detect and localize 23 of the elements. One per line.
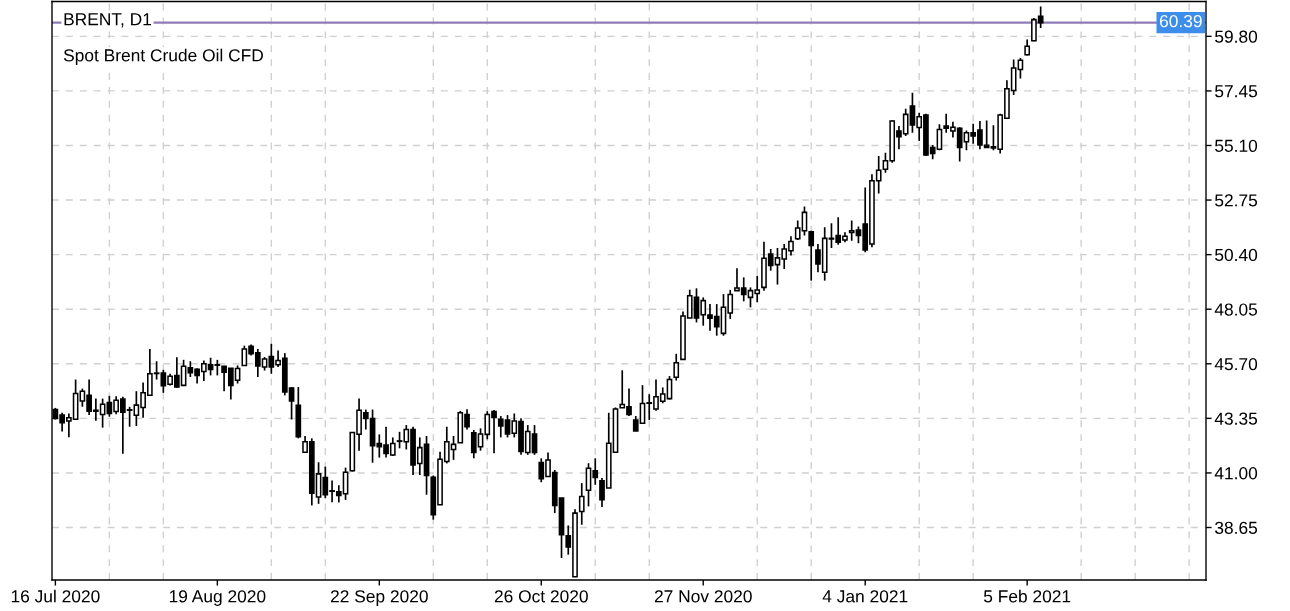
y-tick-label: 45.70 xyxy=(1214,357,1258,371)
candlestick xyxy=(673,352,680,382)
y-tick-label: 50.40 xyxy=(1215,248,1258,262)
x-tick-label: 26 Oct 2020 xyxy=(494,590,588,603)
x-tick-label: 4 Jan 2021 xyxy=(822,590,908,603)
ref-line-label: 60.39 xyxy=(1159,15,1202,28)
y-tick-label: 52.75 xyxy=(1215,194,1258,207)
y-tick-label: 41.00 xyxy=(1214,467,1258,480)
text: Spot Brent Crude Oil CFD xyxy=(63,48,263,65)
x-tick-label: 16 Jul 2020 xyxy=(11,589,100,603)
y-tick-label: 38.65 xyxy=(1215,521,1258,534)
x-tick-label: 22 Sep 2020 xyxy=(330,590,428,606)
y-tick-label: 48.05 xyxy=(1214,303,1258,316)
x-tick-label: 5 Feb 2021 xyxy=(983,589,1071,603)
y-tick-label: 43.35 xyxy=(1214,412,1258,425)
x-tick-label: 19 Aug 2020 xyxy=(169,590,266,606)
y-tick-label: 57.45 xyxy=(1215,85,1258,98)
y-tick-label: 55.10 xyxy=(1215,139,1258,152)
y-tick-label: 59.80 xyxy=(1215,30,1258,43)
x-tick-label: 27 Nov 2020 xyxy=(654,590,752,603)
candlestick xyxy=(578,482,585,526)
text: BRENT, D1 xyxy=(64,13,152,28)
candlestick xyxy=(808,229,815,282)
